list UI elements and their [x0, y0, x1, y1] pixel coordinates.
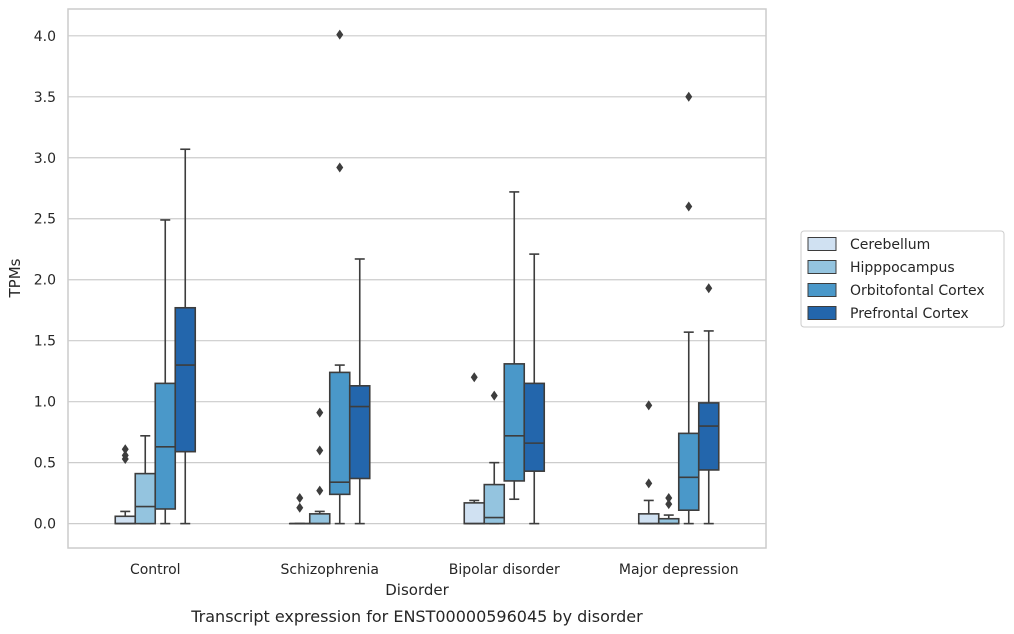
outlier-point — [665, 499, 673, 510]
legend-label: Cerebellum — [850, 237, 930, 253]
y-tick-label: 2.0 — [34, 273, 56, 289]
box-3-3 — [697, 283, 720, 525]
y-axis-ticks: 0.0 0.5 1.0 1.5 2.0 2.5 3.0 3.5 4.0 — [34, 29, 56, 533]
chart-caption: Transcript expression for ENST0000059604… — [190, 607, 643, 626]
box-iqr — [697, 402, 720, 471]
box-0-3 — [174, 148, 197, 525]
box-2-0 — [463, 372, 486, 525]
outlier-point — [336, 29, 344, 40]
y-tick-label: 3.0 — [34, 151, 56, 167]
outlier-point — [685, 91, 693, 102]
legend-frame — [800, 230, 1005, 328]
box-iqr — [328, 371, 351, 496]
box-3-0 — [637, 400, 660, 525]
y-tick-label: 0.5 — [34, 456, 56, 472]
box-iqr — [637, 513, 660, 525]
legend-label: Prefrontal Cortex — [850, 306, 969, 322]
box-3-1 — [657, 493, 680, 525]
outlier-point — [121, 444, 129, 455]
legend-swatch — [807, 306, 837, 320]
outlier-point — [685, 201, 693, 212]
legend: Cerebellum Hipppocampus Orbitofontal Corte… — [800, 230, 1005, 328]
y-tick-label: 3.5 — [34, 90, 56, 106]
x-axis-ticks: Control Schizophrenia Bipolar disorder Majo… — [130, 562, 739, 578]
outlier-point — [645, 478, 653, 489]
box-iqr — [134, 472, 157, 525]
outlier-point — [645, 400, 653, 411]
outlier-point — [316, 407, 324, 418]
legend-swatch — [807, 283, 837, 297]
outlier-point — [316, 485, 324, 496]
legend-swatch — [807, 237, 837, 251]
outlier-point — [336, 162, 344, 173]
outlier-point — [470, 372, 478, 383]
x-axis-title: Disorder — [385, 581, 449, 599]
y-tick-label: 1.0 — [34, 395, 56, 411]
box-iqr — [114, 515, 137, 525]
y-tick-label: 4.0 — [34, 29, 56, 45]
legend-label: Orbitofontal Cortex — [850, 283, 985, 299]
x-tick-label: Control — [130, 562, 181, 578]
box-2-3 — [523, 253, 546, 525]
box-2-1 — [483, 390, 506, 525]
box-1-2 — [328, 29, 351, 525]
y-tick-label: 0.0 — [34, 517, 56, 533]
legend-label: Hipppocampus — [850, 260, 955, 276]
box-1-1 — [308, 407, 331, 525]
box-2-2 — [503, 191, 526, 501]
box-1-0 — [288, 493, 311, 525]
box-iqr — [463, 502, 486, 525]
box-iqr — [483, 483, 506, 525]
box-1-3 — [348, 258, 371, 525]
outlier-point — [316, 445, 324, 456]
box-0-2 — [154, 219, 177, 525]
outlier-point — [665, 493, 673, 504]
box-iqr — [523, 382, 546, 472]
box-3-2 — [677, 91, 700, 525]
box-iqr — [174, 306, 197, 453]
y-tick-label: 1.5 — [34, 334, 56, 350]
box-0-1 — [134, 435, 157, 525]
outlier-point — [705, 283, 713, 294]
outlier-point — [296, 493, 304, 504]
box-iqr — [677, 432, 700, 511]
box-iqr — [348, 385, 371, 480]
y-axis-title: TPMs — [6, 258, 24, 298]
outlier-point — [296, 502, 304, 513]
plot-area-frame — [67, 8, 767, 549]
boxes — [114, 29, 720, 525]
x-tick-label: Bipolar disorder — [449, 562, 560, 578]
y-tick-label: 2.5 — [34, 212, 56, 228]
box-0-0 — [114, 444, 137, 525]
x-tick-label: Major depression — [619, 562, 739, 578]
box-iqr — [308, 513, 331, 525]
outlier-point — [490, 390, 498, 401]
legend-swatch — [807, 260, 837, 274]
outlier-point — [121, 450, 129, 461]
box-iqr — [503, 363, 526, 482]
x-tick-label: Schizophrenia — [281, 562, 379, 578]
